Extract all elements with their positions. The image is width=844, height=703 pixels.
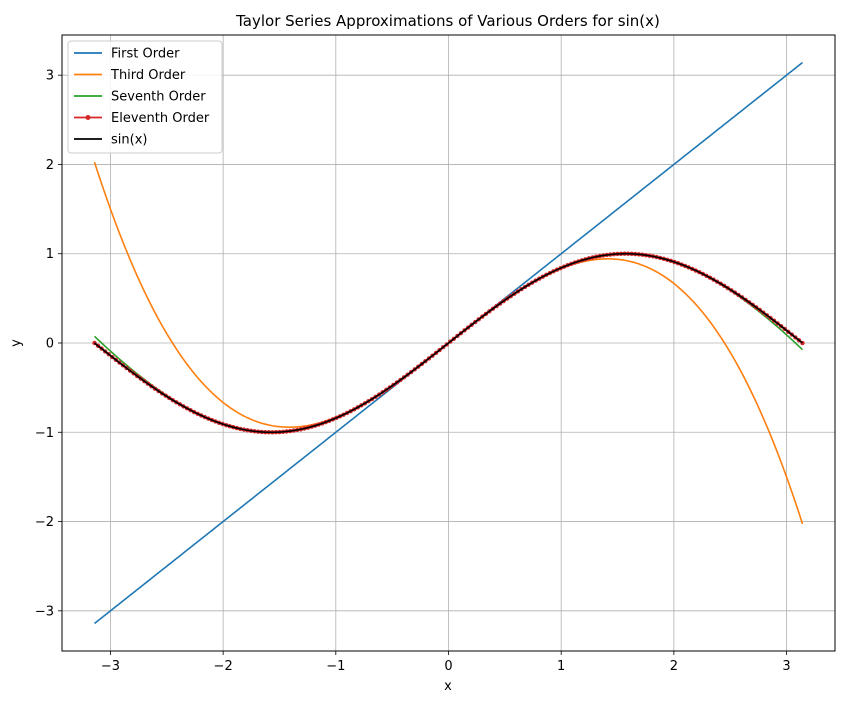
x-tick-label: 1 <box>557 659 565 674</box>
x-tick-label: 0 <box>444 659 452 674</box>
y-tick-label: −1 <box>35 426 54 441</box>
y-tick-label: −3 <box>35 604 54 619</box>
x-tick-label: 3 <box>782 659 790 674</box>
legend-marker <box>85 115 91 120</box>
y-axis-ticks: −3 −2 −1 0 1 2 3 <box>35 69 62 619</box>
legend-box <box>67 40 223 154</box>
legend-label: First Order <box>111 47 180 62</box>
y-tick-label: 2 <box>46 158 54 173</box>
x-tick-label: −2 <box>214 659 233 674</box>
series-line <box>94 252 803 434</box>
legend-label: Third Order <box>110 68 186 83</box>
series-layer <box>92 61 805 625</box>
chart-title: Taylor Series Approximations of Various … <box>235 12 660 30</box>
y-tick-label: 3 <box>46 69 54 84</box>
x-tick-label: −1 <box>326 659 345 674</box>
legend-label: sin(x) <box>111 133 147 148</box>
series-5 <box>94 252 803 434</box>
y-tick-label: −2 <box>35 515 54 530</box>
legend-label: Eleventh Order <box>111 111 210 126</box>
x-axis-label: x <box>444 679 452 694</box>
y-axis-label: y <box>9 339 24 347</box>
x-axis-ticks: −3 −2 −1 0 1 2 3 <box>101 651 791 674</box>
legend: First Order Third Order Seventh Order Eleve… <box>67 40 223 154</box>
y-tick-label: 0 <box>46 337 54 352</box>
x-tick-label: 2 <box>670 659 678 674</box>
x-tick-label: −3 <box>101 659 120 674</box>
legend-label: Seventh Order <box>111 90 206 105</box>
y-tick-label: 1 <box>46 247 54 262</box>
